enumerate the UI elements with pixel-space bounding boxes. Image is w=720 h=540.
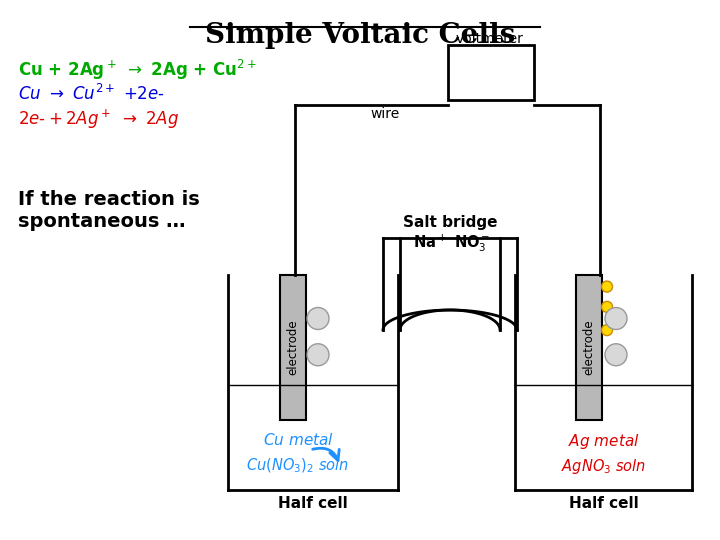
Text: electrode: electrode bbox=[582, 320, 595, 375]
Text: $\it{Cu\ metal}$: $\it{Cu\ metal}$ bbox=[263, 432, 333, 448]
Text: Salt bridge: Salt bridge bbox=[402, 215, 498, 230]
Circle shape bbox=[307, 344, 329, 366]
Text: Half cell: Half cell bbox=[278, 496, 348, 511]
Text: $\mathit{2e\text{-} + 2Ag^+}$ $\rightarrow$ $\mathit{2Ag}$: $\mathit{2e\text{-} + 2Ag^+}$ $\rightarr… bbox=[18, 108, 179, 131]
Circle shape bbox=[307, 307, 329, 329]
Circle shape bbox=[601, 325, 613, 335]
Text: wire: wire bbox=[370, 107, 400, 121]
FancyArrowPatch shape bbox=[312, 448, 339, 461]
Text: $\it{AgNO_3\ soln}$: $\it{AgNO_3\ soln}$ bbox=[561, 457, 646, 476]
Bar bbox=[448, 45, 534, 100]
Text: Simple Voltaic Cells: Simple Voltaic Cells bbox=[205, 22, 515, 49]
Text: If the reaction is
spontaneous …: If the reaction is spontaneous … bbox=[18, 190, 199, 231]
Bar bbox=[576, 275, 602, 420]
Text: $\it{Ag\ metal}$: $\it{Ag\ metal}$ bbox=[567, 432, 639, 451]
Text: Na$^+$: Na$^+$ bbox=[413, 234, 447, 251]
Circle shape bbox=[605, 344, 627, 366]
Text: electrode: electrode bbox=[287, 320, 300, 375]
Text: $\it{Cu(NO_3)_2\ soln}$: $\it{Cu(NO_3)_2\ soln}$ bbox=[246, 457, 349, 475]
Circle shape bbox=[605, 307, 627, 329]
Circle shape bbox=[601, 301, 613, 313]
Bar bbox=[280, 275, 306, 420]
Text: NO$_3^-$: NO$_3^-$ bbox=[454, 234, 490, 254]
Text: voltmeter: voltmeter bbox=[456, 32, 524, 46]
Text: $\mathit{Cu}$ $\rightarrow$ $\mathit{Cu^{2+}}$ $\mathit{+ 2e\text{-}}$: $\mathit{Cu}$ $\rightarrow$ $\mathit{Cu^… bbox=[18, 84, 165, 104]
Circle shape bbox=[601, 281, 613, 292]
Text: Cu + 2Ag$^+$ $\rightarrow$ 2Ag + Cu$^{2+}$: Cu + 2Ag$^+$ $\rightarrow$ 2Ag + Cu$^{2+… bbox=[18, 58, 257, 82]
Text: Half cell: Half cell bbox=[569, 496, 639, 511]
